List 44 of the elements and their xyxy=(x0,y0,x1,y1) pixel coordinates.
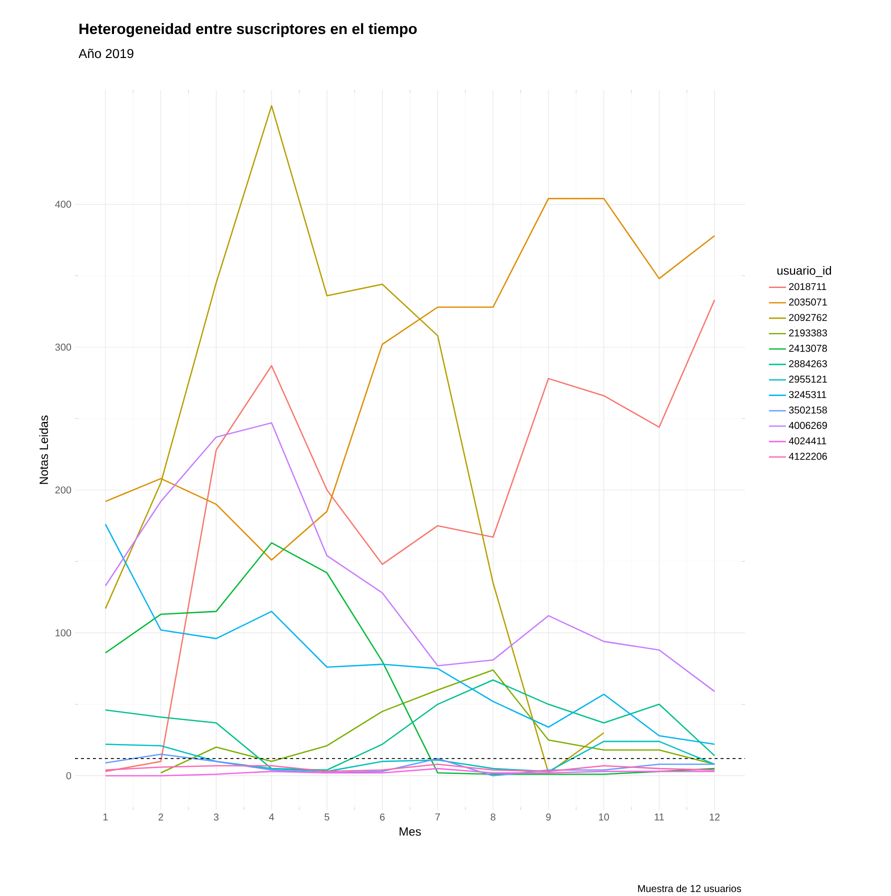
line-series xyxy=(104,764,716,772)
x-tick-label: 8 xyxy=(490,814,496,821)
chart-title: Heterogeneidad entre suscriptores en el tiempo xyxy=(80,23,417,38)
legend-label: 2018711 xyxy=(789,283,826,290)
legend-label: 4006269 xyxy=(788,422,827,429)
y-tick-label: 300 xyxy=(55,344,72,351)
x-tick-label: 12 xyxy=(710,814,720,820)
legend-label: 2193383 xyxy=(789,329,827,336)
legend-label: 2955121 xyxy=(789,376,827,383)
legend-label: 2413078 xyxy=(789,344,827,352)
legend-label: 3245311 xyxy=(788,391,826,398)
y-tick-label: 200 xyxy=(55,486,72,494)
x-tick-label: 11 xyxy=(654,814,664,820)
x-tick-label: 1 xyxy=(103,814,108,820)
line-series xyxy=(104,422,716,692)
x-axis-title: Mes xyxy=(400,827,421,836)
x-tick-label: 5 xyxy=(324,814,330,820)
chart-subtitle: Año 2019 xyxy=(78,48,134,58)
legend-label: 4122206 xyxy=(788,452,827,460)
x-tick-label: 7 xyxy=(435,814,440,820)
x-tick-label: 4 xyxy=(269,814,274,820)
x-tick-label: 6 xyxy=(380,814,385,821)
x-tick-label: 10 xyxy=(599,814,609,821)
line-series xyxy=(104,754,716,776)
y-tick-label: 0 xyxy=(66,772,72,780)
line-series xyxy=(104,740,716,772)
x-tick-label: 3 xyxy=(214,814,219,821)
y-axis-title: Notas Leidas xyxy=(39,416,48,484)
legend-label: 3502158 xyxy=(788,406,827,414)
line-series xyxy=(104,198,716,561)
line-series xyxy=(104,524,716,745)
legend-title: usuario_id xyxy=(777,266,832,278)
line-series xyxy=(104,105,604,774)
legend-label: 2884263 xyxy=(789,360,827,368)
line-series xyxy=(104,299,716,772)
legend-label: 4024411 xyxy=(788,437,826,444)
legend-label: 2035071 xyxy=(789,298,827,306)
text: Muestra de 12 usuarios xyxy=(638,884,742,892)
legend-label: 2092762 xyxy=(789,314,827,321)
y-tick-label: 400 xyxy=(55,200,72,208)
x-tick-label: 9 xyxy=(546,814,551,821)
x-tick-label: 2 xyxy=(158,814,164,820)
line-series xyxy=(104,679,716,771)
y-tick-label: 100 xyxy=(56,629,72,636)
